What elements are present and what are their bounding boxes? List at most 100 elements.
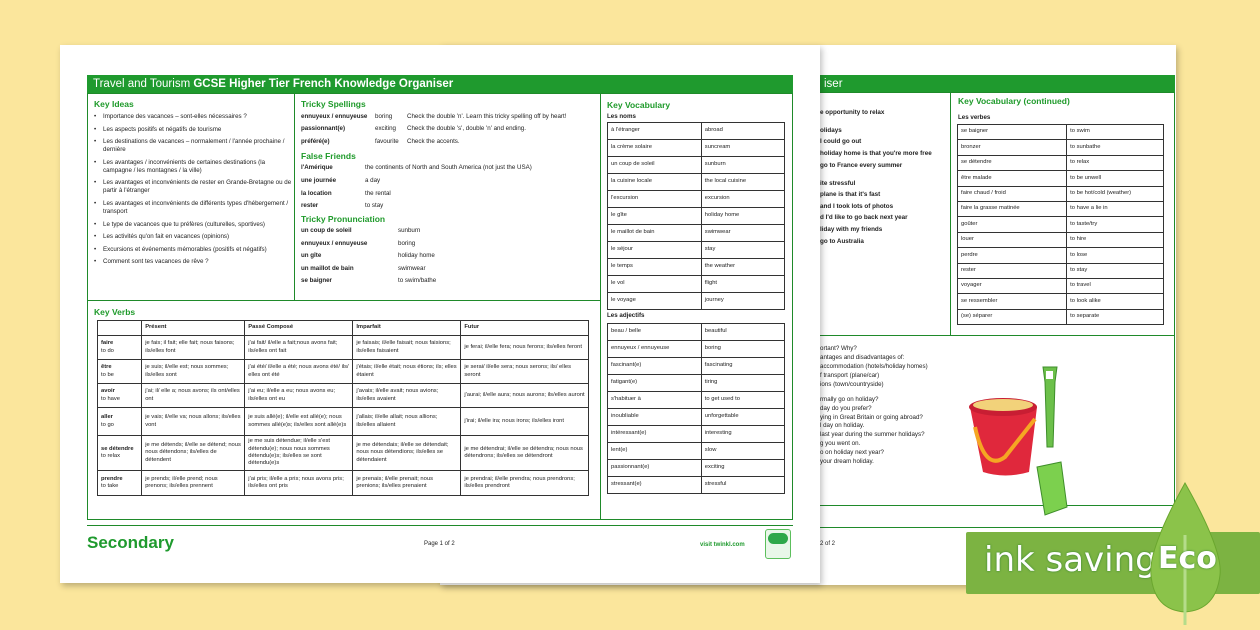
english-cell: to look alike (1066, 293, 1164, 310)
false-friends-cell: une journée (301, 176, 337, 184)
text-line: rmally go on holiday? (820, 395, 879, 403)
french-cell: passionnant(e) (607, 459, 702, 477)
verbes-table: se baigner to swim bronzer to sunbathe se dé… (956, 123, 1164, 326)
vocab-row: faire chaud / froid to be hot/cold (weath… (956, 185, 1164, 202)
french-cell: voyager (956, 277, 1068, 295)
key-ideas-heading: Key Ideas (94, 99, 134, 109)
text-line: plane is that it's fast (820, 191, 881, 199)
twinkl-logo (765, 529, 791, 559)
page2-footer-divider (818, 527, 1175, 528)
verb-row: avoir to have j'ai; il/ elle a; nous avons… (96, 383, 589, 408)
tricky-pronunciation-cell: se baigner (301, 277, 332, 285)
false-friends-cell: la location (301, 189, 332, 197)
page2-title-bar: iser (818, 75, 1175, 93)
verb-cell: être to be (96, 359, 143, 384)
french-cell: être malade (956, 170, 1068, 187)
key-verbs-heading: Key Verbs (94, 307, 136, 317)
conjugation-cell: je suis allé(e); il/elle est allé(e); no… (244, 407, 354, 436)
french-cell: rester (956, 262, 1068, 279)
conjugation-cell: j'irai; il/elle ira; nous irons; ils/ell… (460, 407, 589, 436)
false-friends-cell: l'Amérique (301, 164, 333, 171)
text-line: liday with my friends (820, 225, 883, 233)
vocab-row: fascinant(e) fascinating (607, 357, 786, 375)
text-line: g you went on. (820, 440, 861, 448)
verbs-column-header: Présent (141, 320, 246, 336)
verbes-label: Les verbes (958, 114, 991, 121)
english-cell: swimwear (700, 224, 786, 242)
english-cell: to sunbathe (1066, 139, 1164, 156)
false-friends-cell: a day (365, 176, 381, 184)
conjugation-cell: j'ai fait/ il/elle a fait;nous avons fai… (244, 335, 354, 360)
vocab-row: perdre to lose (956, 247, 1164, 264)
text-line: go to France every summer (820, 161, 903, 169)
tricky-pronunciation-cell: swimwear (398, 264, 426, 272)
english-cell: to relax (1066, 154, 1164, 172)
key-idea-item: Le type de vacances que tu préfères (cul… (94, 221, 294, 229)
english-cell: holiday home (700, 207, 786, 225)
false-friends-heading: False Friends (301, 151, 356, 161)
text-line: antages and disadvantages of: (820, 353, 905, 361)
verb-cell: avoir to have (96, 383, 143, 408)
english-cell: boring (700, 340, 786, 358)
french-cell: beau / belle (607, 323, 702, 341)
vocab-row: faire la grasse matinée to have a lie in (956, 200, 1164, 218)
english-cell: to get used to (700, 391, 786, 409)
conjugation-cell: je faisais; il/elle faisait; nous faisio… (352, 335, 462, 360)
french-cell: le maillot de bain (607, 224, 702, 242)
verb-meaning: to take (101, 483, 119, 489)
conjugation-cell: je prends; il/elle prend; nous prenons; … (141, 470, 246, 496)
false-friends-cell: the rental (365, 189, 391, 197)
page2-questions: ortant? Why? antages and disadvantages of… (820, 345, 928, 467)
conjugation-cell: je prendrai; il/elle prendra; nous prend… (460, 470, 589, 496)
vocab-row: être malade to be unwell (956, 170, 1164, 187)
verb-meaning: to do (101, 347, 114, 354)
english-cell: interesting (700, 425, 786, 443)
vocab-row: se ressembler to look alike (956, 293, 1164, 310)
vocab-row: le temps the weather (607, 258, 786, 276)
tricky-spellings-heading: Tricky Spellings (301, 99, 366, 109)
vocab-row: ennuyeux / ennuyeuse boring (607, 340, 786, 358)
conjugation-cell: je prenais; il/elle prenait; nous prenio… (352, 470, 462, 496)
english-cell: to be hot/cold (weather) (1066, 185, 1164, 202)
english-cell: tiring (700, 374, 786, 392)
verbs-column-header: Imparfait (352, 320, 462, 336)
english-cell: unforgettable (700, 408, 786, 426)
text-line: f transport (plane/car) (820, 371, 880, 379)
text-line: e opportunity to relax (820, 109, 885, 116)
conjugation-cell: j'étais; il/elle était; nous étions; ils… (352, 359, 462, 384)
french-cell: ennuyeux / ennuyeuse (607, 340, 702, 358)
conjugation-cell: je serai/ il/elle sera; nous serons; ils… (460, 359, 589, 384)
conjugation-cell: je vais; il/elle va; nous allons; ils/el… (141, 407, 246, 436)
english-cell: suncream (700, 139, 786, 157)
bucket-spade-image (969, 366, 1068, 516)
eco-label: Eco (1158, 541, 1217, 576)
english-cell: to have a lie in (1066, 200, 1164, 218)
text-line: ying in Great Britain or going abroad? (820, 413, 923, 421)
text-line: and I took lots of photos (820, 202, 894, 210)
verb-meaning: to relax (101, 453, 121, 459)
conjugation-cell: j'avais; il/elle avait; nous avions; ils… (352, 383, 462, 408)
key-verbs-box: Key Verbs Présent Passé Composé Imparfait F… (87, 300, 601, 520)
verb-cell: se détendre to relax (96, 435, 143, 471)
page-number: Page 1 of 2 (424, 541, 455, 547)
french-cell: fascinant(e) (607, 357, 702, 375)
verb-cell: aller to go (96, 407, 143, 436)
conjugation-cell: j'allais; il/elle allait; nous allions; … (352, 407, 462, 436)
tricky-pronunciation-cell: sunburn (398, 227, 421, 234)
text-line: ortant? Why? (820, 345, 857, 352)
verbs-column-header: Futur (460, 320, 589, 336)
english-cell: to swim (1066, 123, 1164, 141)
title-bar: Travel and Tourism GCSE Higher Tier Fren… (87, 75, 793, 93)
conjugation-cell: j'ai été/ il/elle a été; nous avons été/… (244, 359, 354, 384)
french-cell: bronzer (956, 139, 1068, 156)
conjugation-cell: j'ai; il/ elle a; nous avons; ils ont/el… (141, 383, 246, 408)
key-idea-item: Les aspects positifs et négatifs de tour… (94, 126, 294, 134)
title-bold: GCSE Higher Tier French Knowledge Organi… (193, 78, 454, 90)
verbs-column-header: Passé Composé (244, 320, 354, 336)
tricky-spellings-cell: exciting (375, 125, 396, 133)
tricky-pronunciation-cell: ennuyeux / ennuyeuse (301, 239, 368, 247)
twinkl-link[interactable]: visit twinkl.com (700, 542, 745, 548)
tricky-spellings-cell: ennuyeux / ennuyeuse (301, 113, 368, 120)
title-plain: Travel and Tourism (93, 78, 194, 90)
vocab-row: bronzer to sunbathe (956, 139, 1164, 156)
